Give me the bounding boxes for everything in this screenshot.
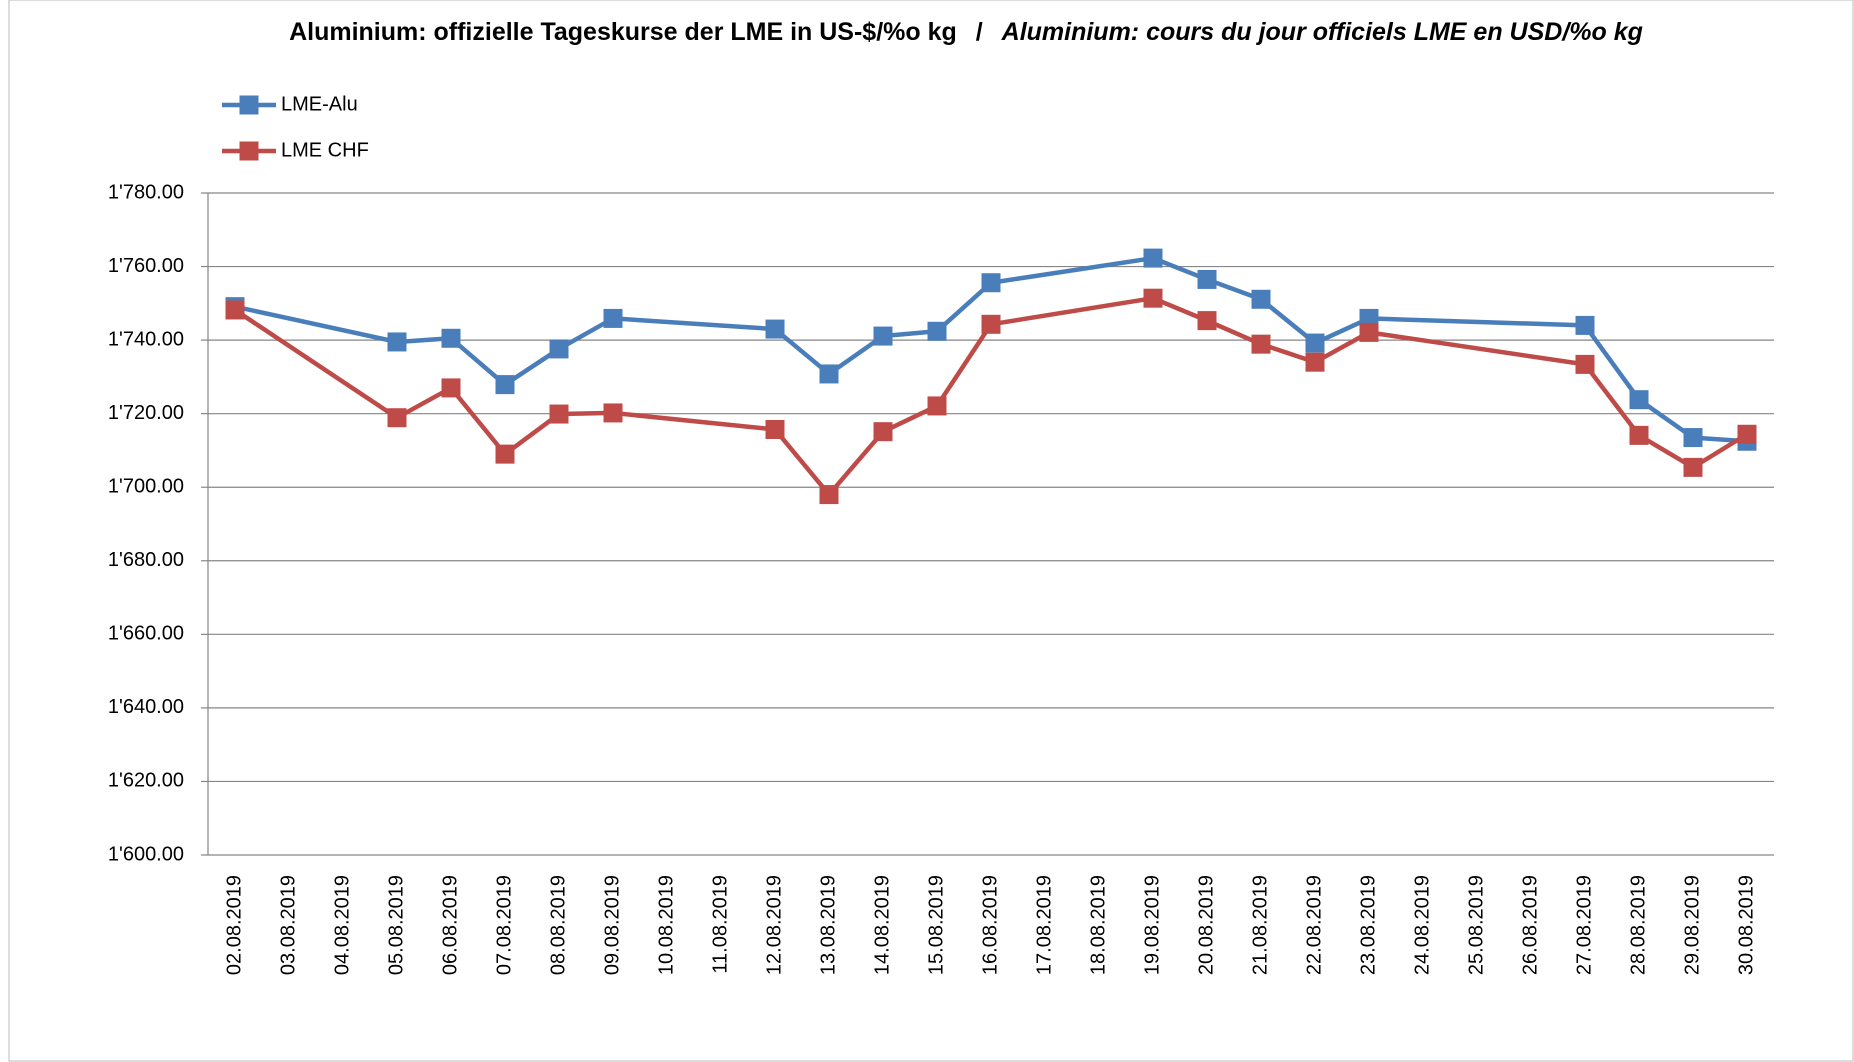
data-point bbox=[765, 419, 785, 439]
data-point bbox=[819, 485, 839, 505]
data-point bbox=[1683, 428, 1703, 448]
data-point bbox=[387, 408, 407, 428]
x-tick-label: 07.08.2019 bbox=[493, 875, 515, 975]
title-de: Aluminium: offizielle Tageskurse der LME… bbox=[289, 18, 957, 46]
x-tick-label: 17.08.2019 bbox=[1033, 875, 1055, 975]
data-point bbox=[981, 273, 1001, 293]
data-point bbox=[819, 364, 839, 384]
data-point bbox=[1629, 425, 1649, 445]
y-tick-label: 1'740.00 bbox=[108, 328, 184, 350]
x-tick-label: 22.08.2019 bbox=[1303, 875, 1325, 975]
data-point bbox=[225, 300, 245, 320]
data-point bbox=[441, 378, 461, 398]
x-tick-label: 04.08.2019 bbox=[331, 875, 353, 975]
x-tick-label: 05.08.2019 bbox=[385, 875, 407, 975]
data-point bbox=[927, 321, 947, 341]
data-point bbox=[873, 422, 893, 442]
data-point bbox=[1305, 352, 1325, 372]
data-point bbox=[1305, 333, 1325, 353]
x-tick-label: 19.08.2019 bbox=[1141, 875, 1163, 975]
data-point bbox=[1683, 457, 1703, 477]
data-point bbox=[441, 328, 461, 348]
legend-marker bbox=[239, 141, 259, 161]
x-tick-label: 16.08.2019 bbox=[979, 875, 1001, 975]
y-tick-label: 1'620.00 bbox=[108, 770, 184, 792]
data-point bbox=[603, 308, 623, 328]
x-tick-label: 03.08.2019 bbox=[277, 875, 299, 975]
data-point bbox=[549, 404, 569, 424]
data-point bbox=[1359, 322, 1379, 342]
y-tick-label: 1'780.00 bbox=[108, 181, 184, 203]
y-tick-label: 1'640.00 bbox=[108, 696, 184, 718]
legend-label: LME CHF bbox=[281, 139, 369, 161]
title-fr: Aluminium: cours du jour officiels LME e… bbox=[1001, 18, 1643, 46]
data-point bbox=[927, 396, 947, 416]
x-tick-label: 12.08.2019 bbox=[763, 875, 785, 975]
y-tick-label: 1'760.00 bbox=[108, 255, 184, 277]
x-tick-label: 21.08.2019 bbox=[1249, 875, 1271, 975]
x-tick-label: 27.08.2019 bbox=[1573, 875, 1595, 975]
x-tick-label: 29.08.2019 bbox=[1681, 875, 1703, 975]
data-point bbox=[495, 375, 515, 395]
x-tick-label: 23.08.2019 bbox=[1357, 875, 1379, 975]
y-tick-label: 1'680.00 bbox=[108, 549, 184, 571]
title-separator: / bbox=[976, 18, 983, 46]
x-tick-label: 20.08.2019 bbox=[1195, 875, 1217, 975]
data-point bbox=[603, 403, 623, 423]
x-tick-label: 11.08.2019 bbox=[709, 875, 731, 974]
data-point bbox=[873, 326, 893, 346]
data-point bbox=[1197, 311, 1217, 331]
x-tick-label: 24.08.2019 bbox=[1411, 875, 1433, 975]
data-point bbox=[1575, 315, 1595, 335]
x-tick-label: 02.08.2019 bbox=[223, 875, 245, 975]
data-point bbox=[549, 339, 569, 359]
data-point bbox=[1575, 354, 1595, 374]
y-tick-label: 1'700.00 bbox=[108, 476, 184, 498]
data-point bbox=[1629, 390, 1649, 410]
x-tick-label: 15.08.2019 bbox=[925, 875, 947, 975]
x-tick-label: 28.08.2019 bbox=[1627, 875, 1649, 975]
data-point bbox=[1143, 288, 1163, 308]
y-tick-label: 1'600.00 bbox=[108, 843, 184, 865]
x-tick-label: 06.08.2019 bbox=[439, 875, 461, 975]
data-point bbox=[1143, 248, 1163, 268]
x-tick-label: 08.08.2019 bbox=[547, 875, 569, 975]
x-tick-label: 14.08.2019 bbox=[871, 875, 893, 975]
chart-title: Aluminium: offizielle Tageskurse der LME… bbox=[289, 18, 1643, 46]
chart-frame bbox=[8, 0, 1854, 1062]
x-tick-label: 25.08.2019 bbox=[1465, 875, 1487, 975]
x-tick-label: 13.08.2019 bbox=[817, 875, 839, 975]
x-tick-label: 09.08.2019 bbox=[601, 875, 623, 975]
y-tick-label: 1'720.00 bbox=[108, 402, 184, 424]
legend-marker bbox=[239, 95, 259, 115]
data-point bbox=[1251, 289, 1271, 309]
x-tick-label: 30.08.2019 bbox=[1735, 875, 1757, 975]
data-point bbox=[981, 314, 1001, 334]
data-point bbox=[1737, 424, 1757, 444]
x-tick-label: 26.08.2019 bbox=[1519, 875, 1541, 975]
data-point bbox=[495, 444, 515, 464]
x-tick-label: 10.08.2019 bbox=[655, 875, 677, 975]
legend-label: LME-Alu bbox=[281, 93, 358, 115]
data-point bbox=[387, 332, 407, 352]
x-tick-label: 18.08.2019 bbox=[1087, 875, 1109, 975]
y-tick-label: 1'660.00 bbox=[108, 623, 184, 645]
data-point bbox=[1251, 334, 1271, 354]
data-point bbox=[765, 319, 785, 339]
data-point bbox=[1197, 269, 1217, 289]
